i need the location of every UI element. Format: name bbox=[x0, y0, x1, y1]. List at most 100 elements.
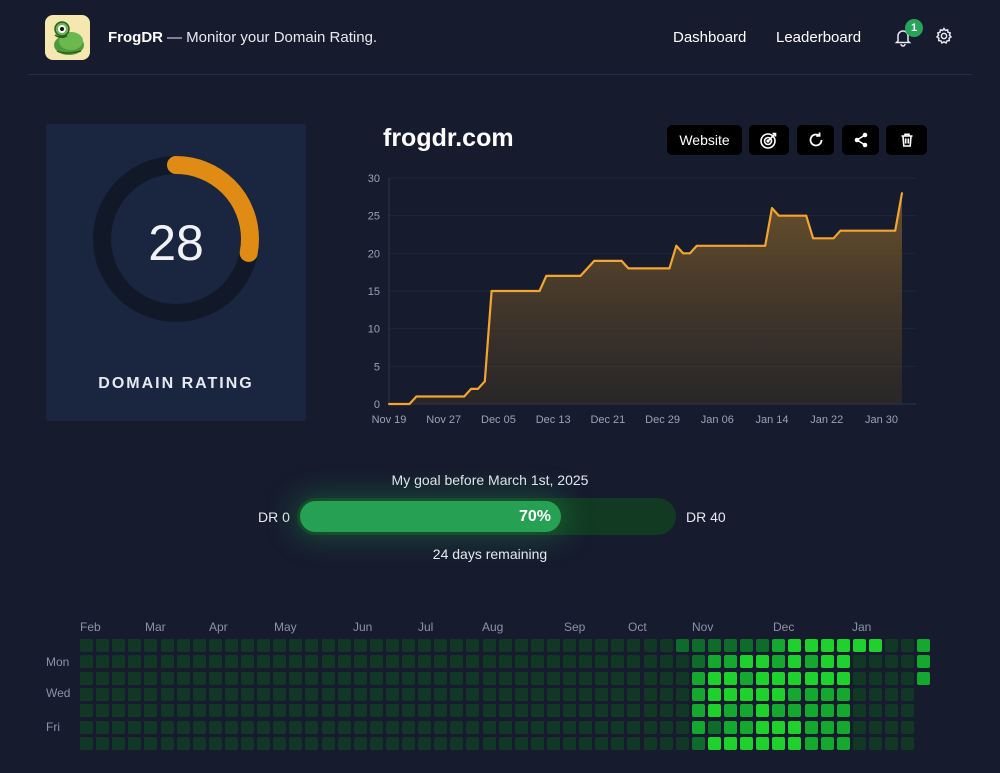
heatmap-cell[interactable] bbox=[498, 720, 512, 734]
heatmap-cell[interactable] bbox=[321, 639, 335, 652]
share-button[interactable] bbox=[842, 125, 879, 155]
heatmap-cell[interactable] bbox=[224, 655, 238, 669]
heatmap-cell[interactable] bbox=[740, 720, 754, 734]
heatmap-cell[interactable] bbox=[901, 720, 915, 734]
heatmap-cell[interactable] bbox=[901, 639, 915, 652]
heatmap-cell[interactable] bbox=[144, 639, 158, 652]
heatmap-cell[interactable] bbox=[595, 687, 609, 701]
heatmap-cell[interactable] bbox=[224, 704, 238, 718]
heatmap-cell[interactable] bbox=[901, 671, 915, 685]
heatmap-cell[interactable] bbox=[192, 704, 206, 718]
heatmap-cell[interactable] bbox=[724, 736, 737, 750]
heatmap-cell[interactable] bbox=[643, 655, 657, 669]
heatmap-cell[interactable] bbox=[804, 687, 818, 701]
heatmap-cell[interactable] bbox=[144, 671, 158, 685]
heatmap-cell[interactable] bbox=[112, 639, 126, 652]
heatmap-cell[interactable] bbox=[128, 736, 142, 750]
heatmap-cell[interactable] bbox=[176, 687, 190, 701]
heatmap-cell[interactable] bbox=[530, 720, 544, 734]
heatmap-cell[interactable] bbox=[756, 655, 770, 669]
heatmap-cell[interactable] bbox=[128, 720, 142, 734]
heatmap-cell[interactable] bbox=[611, 639, 625, 652]
brand-name[interactable]: FrogDR bbox=[108, 29, 163, 46]
heatmap-cell[interactable] bbox=[224, 687, 238, 701]
heatmap-cell[interactable] bbox=[402, 687, 415, 701]
heatmap-cell[interactable] bbox=[273, 655, 287, 669]
heatmap-cell[interactable] bbox=[804, 655, 818, 669]
heatmap-cell[interactable] bbox=[788, 655, 802, 669]
heatmap-cell[interactable] bbox=[321, 720, 335, 734]
heatmap-cell[interactable] bbox=[820, 655, 834, 669]
heatmap-cell[interactable] bbox=[224, 720, 238, 734]
heatmap-cell[interactable] bbox=[337, 704, 351, 718]
heatmap-cell[interactable] bbox=[369, 639, 383, 652]
heatmap-cell[interactable] bbox=[482, 639, 496, 652]
heatmap-cell[interactable] bbox=[707, 720, 721, 734]
heatmap-cell[interactable] bbox=[176, 720, 190, 734]
heatmap-cell[interactable] bbox=[659, 720, 673, 734]
heatmap-cell[interactable] bbox=[756, 687, 770, 701]
heatmap-cell[interactable] bbox=[691, 687, 705, 701]
heatmap-cell[interactable] bbox=[836, 687, 850, 701]
heatmap-cell[interactable] bbox=[530, 655, 544, 669]
heatmap-cell[interactable] bbox=[321, 687, 335, 701]
heatmap-cell[interactable] bbox=[192, 639, 206, 652]
heatmap-cell[interactable] bbox=[627, 639, 641, 652]
heatmap-cell[interactable] bbox=[788, 687, 802, 701]
heatmap-cell[interactable] bbox=[208, 720, 222, 734]
heatmap-cell[interactable] bbox=[901, 655, 915, 669]
heatmap-cell[interactable] bbox=[369, 671, 383, 685]
heatmap-cell[interactable] bbox=[643, 736, 657, 750]
heatmap-cell[interactable] bbox=[80, 704, 93, 718]
heatmap-cell[interactable] bbox=[772, 687, 786, 701]
heatmap-cell[interactable] bbox=[563, 704, 576, 718]
heatmap-cell[interactable] bbox=[402, 704, 415, 718]
heatmap-cell[interactable] bbox=[112, 671, 126, 685]
heatmap-cell[interactable] bbox=[385, 704, 399, 718]
heatmap-cell[interactable] bbox=[514, 736, 528, 750]
heatmap-cell[interactable] bbox=[611, 671, 625, 685]
heatmap-cell[interactable] bbox=[579, 655, 593, 669]
heatmap-cell[interactable] bbox=[257, 671, 271, 685]
heatmap-cell[interactable] bbox=[418, 704, 432, 718]
heatmap-cell[interactable] bbox=[852, 704, 866, 718]
heatmap-cell[interactable] bbox=[80, 639, 93, 652]
heatmap-cell[interactable] bbox=[852, 639, 866, 652]
heatmap-cell[interactable] bbox=[128, 655, 142, 669]
heatmap-cell[interactable] bbox=[724, 687, 737, 701]
heatmap-cell[interactable] bbox=[337, 655, 351, 669]
heatmap-cell[interactable] bbox=[273, 720, 287, 734]
website-button[interactable]: Website bbox=[667, 125, 742, 155]
heatmap-cell[interactable] bbox=[740, 655, 754, 669]
heatmap-cell[interactable] bbox=[804, 704, 818, 718]
heatmap-cell[interactable] bbox=[241, 639, 254, 652]
heatmap-cell[interactable] bbox=[434, 704, 448, 718]
heatmap-cell[interactable] bbox=[659, 704, 673, 718]
heatmap-cell[interactable] bbox=[418, 639, 432, 652]
heatmap-cell[interactable] bbox=[482, 736, 496, 750]
heatmap-cell[interactable] bbox=[627, 736, 641, 750]
heatmap-cell[interactable] bbox=[418, 720, 432, 734]
heatmap-cell[interactable] bbox=[482, 671, 496, 685]
heatmap-cell[interactable] bbox=[659, 639, 673, 652]
heatmap-cell[interactable] bbox=[450, 704, 464, 718]
heatmap-cell[interactable] bbox=[450, 687, 464, 701]
heatmap-cell[interactable] bbox=[659, 687, 673, 701]
heatmap-cell[interactable] bbox=[450, 720, 464, 734]
heatmap-cell[interactable] bbox=[804, 671, 818, 685]
heatmap-cell[interactable] bbox=[498, 687, 512, 701]
heatmap-cell[interactable] bbox=[659, 655, 673, 669]
heatmap-cell[interactable] bbox=[579, 639, 593, 652]
heatmap-cell[interactable] bbox=[852, 655, 866, 669]
heatmap-cell[interactable] bbox=[96, 736, 110, 750]
heatmap-cell[interactable] bbox=[112, 720, 126, 734]
heatmap-cell[interactable] bbox=[820, 639, 834, 652]
heatmap-cell[interactable] bbox=[530, 736, 544, 750]
heatmap-cell[interactable] bbox=[402, 736, 415, 750]
heatmap-cell[interactable] bbox=[176, 671, 190, 685]
heatmap-cell[interactable] bbox=[627, 655, 641, 669]
heatmap-cell[interactable] bbox=[546, 704, 560, 718]
heatmap-cell[interactable] bbox=[273, 687, 287, 701]
heatmap-cell[interactable] bbox=[691, 720, 705, 734]
heatmap-cell[interactable] bbox=[917, 639, 931, 652]
